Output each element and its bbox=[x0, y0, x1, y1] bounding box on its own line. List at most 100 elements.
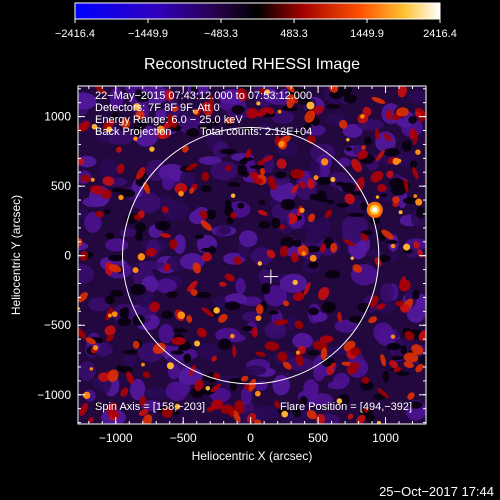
heatmap-cell-dark bbox=[218, 338, 232, 350]
heatmap-cell-mid bbox=[106, 334, 114, 342]
heatmap-cell-mid bbox=[213, 372, 221, 381]
heatmap-cell-mid bbox=[347, 361, 360, 375]
heatmap-cell-low bbox=[123, 351, 136, 370]
heatmap-cell-dark bbox=[337, 86, 352, 97]
heatmap-cell-mid bbox=[232, 345, 237, 358]
heatmap-cell-mid bbox=[116, 163, 125, 174]
heatmap-cell-mid bbox=[225, 117, 234, 125]
heatmap-cell-mid bbox=[232, 410, 241, 423]
heatmap-cell-dark bbox=[237, 164, 248, 176]
heatmap-cell-mid bbox=[224, 273, 235, 282]
heatmap-cell-mid bbox=[218, 313, 228, 323]
heatmap-cell-mid bbox=[320, 347, 328, 360]
heatmap-cell-mid bbox=[126, 371, 134, 385]
heatmap-cell-mid bbox=[135, 110, 145, 120]
heatmap-cell-dark bbox=[348, 315, 364, 323]
heatmap-cell-mid bbox=[255, 351, 266, 357]
heatmap-cell-high bbox=[90, 177, 95, 182]
heatmap-cell-high bbox=[91, 123, 98, 130]
center-cross-marker bbox=[263, 269, 278, 284]
heatmap-cell-dark bbox=[237, 202, 245, 209]
heatmap-cell-high bbox=[415, 149, 421, 155]
x-axis-tick-labels: −1000 −500 0 500 1000 bbox=[99, 431, 399, 445]
heatmap-cell-mid bbox=[233, 256, 242, 265]
heatmap-cell-mid bbox=[368, 316, 378, 324]
annotation-spin-axis: Spin Axis = [158,−203] bbox=[95, 401, 205, 413]
heatmap-cell-high bbox=[306, 101, 315, 110]
x-tick-label: 0 bbox=[247, 431, 254, 445]
heatmap-cell-low bbox=[179, 253, 205, 270]
annotation-method: Back Projection bbox=[95, 126, 171, 138]
heatmap-cell-mid bbox=[133, 214, 141, 221]
heatmap-cell-high bbox=[375, 195, 380, 199]
heatmap-cell-high bbox=[174, 403, 181, 410]
heatmap-cell-mid bbox=[318, 287, 330, 301]
heatmap-cell-mid bbox=[196, 327, 207, 338]
heatmap-cell-high bbox=[149, 146, 155, 152]
heatmap-cell-mid bbox=[104, 325, 116, 336]
heatmap-cell-mid bbox=[95, 86, 106, 95]
heatmap-cell-dark bbox=[200, 184, 212, 193]
heatmap-cell-low bbox=[173, 234, 186, 254]
heatmap-cell-mid bbox=[142, 371, 151, 379]
colorbar-tick-label: −483.3 bbox=[204, 28, 238, 40]
heatmap-cell-low bbox=[172, 382, 191, 394]
heatmap-cell-dark bbox=[110, 289, 124, 297]
heatmap-cell-mid bbox=[292, 292, 305, 302]
heatmap-cell-dark bbox=[385, 239, 398, 245]
heatmap-cell-low bbox=[82, 196, 108, 208]
heatmap-cell-dark bbox=[396, 371, 410, 376]
heatmap-cell-high bbox=[213, 307, 220, 314]
heatmap-cell-mid bbox=[102, 119, 115, 130]
heatmap-cell-mid bbox=[161, 206, 169, 213]
heatmap-cell-dark bbox=[166, 291, 178, 299]
y-axis-tick-labels: 1000 500 0 −500 −1000 bbox=[37, 110, 71, 402]
heatmap-cell-dark bbox=[105, 232, 115, 239]
heatmap-cell-low bbox=[286, 314, 297, 331]
heatmap-cell-mid bbox=[267, 175, 277, 191]
heatmap-cell-low bbox=[235, 277, 246, 295]
heatmap-cell-mid bbox=[188, 364, 196, 377]
heatmap-cell-mid bbox=[199, 210, 208, 220]
heatmap-cell-mid bbox=[274, 400, 280, 409]
heatmap-cell-high bbox=[257, 261, 263, 266]
solar-disk-outline bbox=[122, 127, 380, 385]
heatmap-cell-mid bbox=[172, 105, 179, 113]
heatmap-cell-mid bbox=[291, 184, 299, 194]
heatmap-cell-high bbox=[141, 362, 145, 367]
heatmap-cell-mid bbox=[102, 176, 115, 186]
heatmap-cell-dark bbox=[138, 117, 148, 129]
heatmap-cell-dark bbox=[363, 136, 372, 146]
heatmap-cell-dark bbox=[198, 123, 213, 131]
heatmap-cell-high bbox=[111, 311, 118, 318]
heatmap-cell-dark bbox=[325, 104, 341, 109]
heatmap-cell-mid bbox=[282, 300, 290, 307]
heatmap-cell-dark bbox=[94, 401, 102, 410]
heatmap-cell-dark bbox=[231, 105, 245, 115]
heatmap-cell-mid bbox=[360, 232, 369, 242]
heatmap-cell-mid bbox=[308, 213, 316, 223]
heatmap-cell-mid bbox=[200, 220, 213, 231]
heatmap-cell-mid bbox=[273, 319, 289, 326]
heatmap-cell-dark bbox=[412, 289, 420, 300]
colorbar-tick-label: −1449.9 bbox=[128, 28, 168, 40]
y-tick-label: 500 bbox=[51, 179, 71, 193]
heatmap-cell-mid bbox=[282, 361, 292, 370]
heatmap-cell-mid bbox=[145, 248, 157, 257]
heatmap-cell-mid bbox=[202, 252, 212, 262]
heatmap-cell-low bbox=[155, 278, 177, 294]
heatmap-cell-high bbox=[264, 89, 271, 95]
heatmap-cell-mid bbox=[161, 407, 173, 418]
heatmap-cell-high bbox=[193, 109, 199, 115]
heatmap-cell-mid bbox=[190, 289, 198, 296]
heatmap-cell-dark bbox=[401, 140, 412, 152]
heatmap-cell-low bbox=[258, 122, 270, 132]
heatmap-cell-mid bbox=[266, 107, 275, 115]
heatmap-cell-mid bbox=[279, 224, 286, 230]
heatmap-cell-mid bbox=[286, 94, 295, 109]
heatmap-cell-high bbox=[178, 190, 184, 197]
heatmap-cell-dark bbox=[303, 124, 312, 131]
heatmap-cell-high bbox=[376, 420, 381, 424]
heatmap-cell-mid bbox=[194, 379, 204, 392]
heatmap-blobs bbox=[78, 86, 426, 424]
